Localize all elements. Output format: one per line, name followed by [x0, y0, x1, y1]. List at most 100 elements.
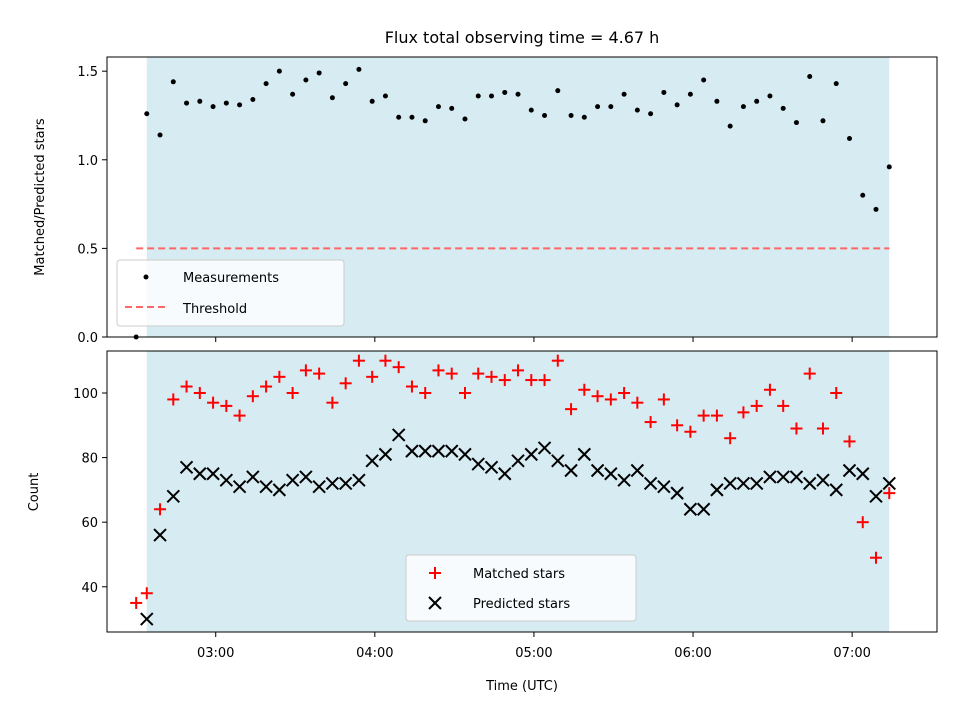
matched-stars-point — [326, 396, 339, 409]
predicted-stars-point — [842, 463, 857, 478]
predicted-stars-point — [511, 454, 525, 468]
matched-stars-point — [273, 370, 286, 383]
predicted-stars-point — [856, 467, 870, 481]
x-tick-label: 05:00 — [515, 646, 552, 661]
predicted-stars-point — [378, 447, 393, 462]
chart-title: Flux total observing time = 4.67 h — [385, 28, 660, 47]
x-axis-label: Time (UTC) — [485, 679, 558, 694]
matched-stars-point — [618, 386, 631, 399]
matched-stars-point — [750, 399, 763, 412]
predicted-stars-point — [498, 467, 512, 481]
predicted-stars-point — [590, 463, 605, 478]
matched-stars-point — [392, 361, 405, 374]
predicted-stars-point — [484, 460, 499, 474]
measurements-point — [356, 66, 362, 72]
measurements-point — [515, 91, 521, 97]
measurements-point — [793, 120, 799, 126]
matched-stars-point — [737, 406, 750, 419]
predicted-stars-point — [604, 467, 618, 481]
measurements-point — [475, 93, 481, 99]
predicted-stars-point — [524, 447, 538, 462]
measurements-point — [833, 81, 839, 87]
measurements-point — [170, 79, 176, 85]
predicted-stars-point — [670, 486, 684, 500]
measurements-point — [369, 98, 375, 104]
matched-stars-point — [697, 409, 710, 422]
predicted-stars-point — [299, 470, 313, 484]
predicted-stars-point — [789, 470, 804, 484]
matched-stars-point — [379, 354, 392, 367]
measurements-point — [396, 114, 402, 120]
matched-stars-point — [724, 432, 737, 445]
measurements-point — [489, 93, 495, 99]
legend-label-measurements: Measurements — [183, 271, 279, 286]
y-tick-label: 1.0 — [77, 154, 98, 169]
predicted-stars-point — [749, 476, 764, 491]
predicted-stars-point — [630, 463, 645, 478]
measurements-point — [727, 123, 733, 129]
predicted-stars-point — [153, 528, 167, 542]
measurements-point — [316, 70, 322, 76]
predicted-stars-point — [869, 489, 883, 504]
measurements-point — [250, 97, 256, 103]
predicted-stars-point — [338, 476, 353, 491]
measurements-point — [740, 104, 746, 110]
matched-stars-point — [565, 403, 578, 416]
matched-stars-point — [180, 380, 193, 393]
measurements-point — [634, 107, 640, 113]
measurements-point — [528, 107, 534, 113]
matched-stars-point — [644, 416, 657, 429]
predicted-stars-point — [418, 444, 432, 458]
y-tick-label: 40 — [81, 581, 98, 596]
matched-stars-point — [684, 425, 697, 438]
matched-stars-point — [485, 370, 498, 383]
predicted-stars-point — [232, 479, 247, 494]
measurements-point — [502, 89, 508, 95]
matched-stars-point — [856, 516, 869, 529]
measurements-point — [701, 77, 707, 83]
matched-stars-point — [299, 364, 312, 377]
predicted-stars-point — [246, 470, 260, 484]
matched-stars-point — [140, 587, 153, 600]
matched-stars-point — [578, 383, 591, 396]
matched-stars-point — [883, 487, 896, 500]
measurements-point — [820, 118, 826, 124]
bottom-y-axis-label: Count — [27, 473, 42, 512]
matched-stars-point — [843, 435, 856, 448]
top-y-axis-label: Matched/Predicted stars — [33, 118, 48, 276]
measurements-point — [754, 98, 760, 104]
y-tick-label: 80 — [81, 452, 98, 467]
measurements-point — [568, 112, 574, 118]
matched-stars-point — [445, 367, 458, 380]
y-tick-label: 100 — [73, 387, 98, 402]
measurements-point — [780, 105, 786, 111]
predicted-stars-point — [352, 473, 366, 487]
predicted-stars-point — [816, 473, 830, 487]
predicted-stars-point — [723, 476, 737, 491]
matched-stars-point — [830, 386, 843, 399]
measurements-point — [873, 206, 879, 212]
legend-label-threshold: Threshold — [182, 302, 247, 317]
predicted-stars-point — [140, 612, 154, 626]
measurements-point — [435, 104, 441, 110]
predicted-stars-point — [710, 483, 724, 497]
matched-stars-point — [710, 409, 723, 422]
matched-stars-point — [551, 354, 564, 367]
bottom-panel: 40 60 80 100 03:00 04:00 05:00 06:00 07:00 Count… — [27, 350, 938, 694]
predicted-stars-point — [537, 441, 552, 455]
matched-stars-point — [193, 386, 206, 399]
matched-stars-point — [777, 399, 790, 412]
matched-stars-point — [604, 393, 617, 406]
matched-stars-point — [339, 377, 352, 390]
measurements-point — [886, 164, 892, 170]
predicted-stars-point — [179, 460, 194, 474]
measurements-point — [581, 114, 587, 120]
measurements-point — [767, 93, 773, 99]
bottom-plot-frame — [106, 350, 938, 633]
predicted-stars-point — [391, 428, 406, 442]
matched-stars-point — [763, 383, 776, 396]
measurements-point — [595, 104, 601, 110]
matched-stars-point — [432, 364, 445, 377]
measurements-point — [237, 102, 243, 108]
matched-stars-point — [591, 390, 604, 403]
